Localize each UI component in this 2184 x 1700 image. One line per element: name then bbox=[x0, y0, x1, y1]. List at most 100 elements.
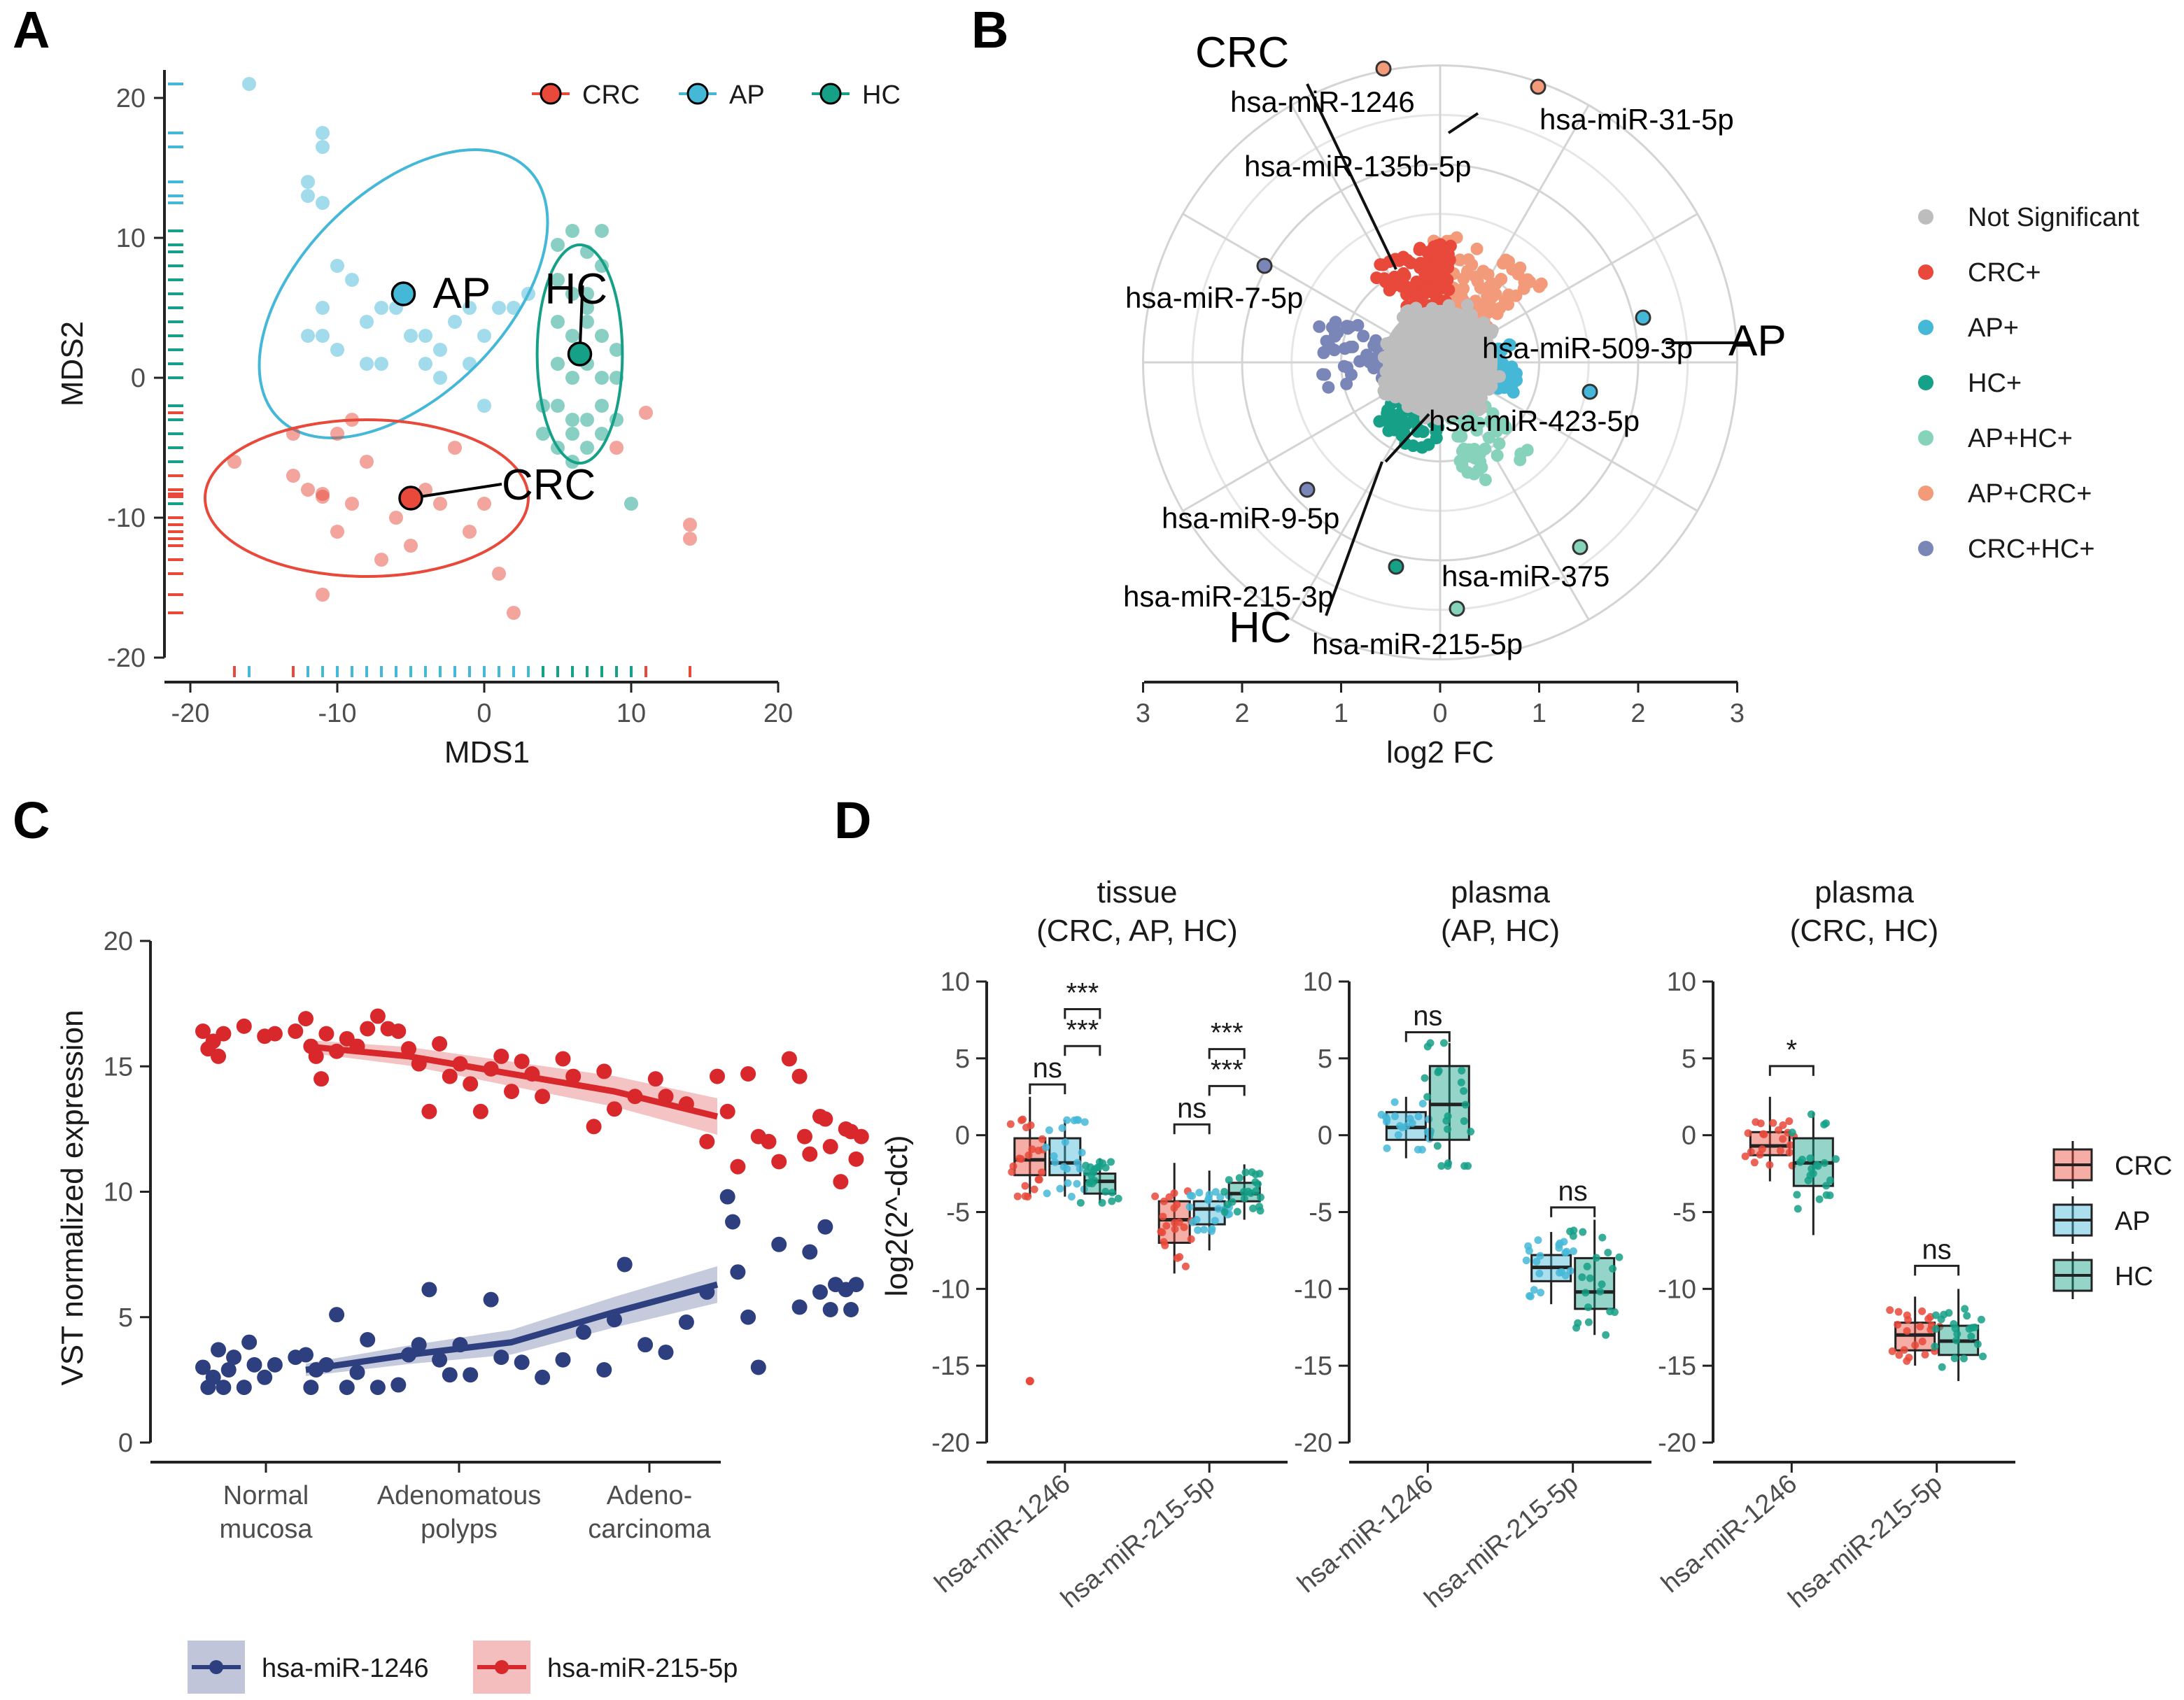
point-mir-1246 bbox=[802, 1244, 818, 1260]
facet-y-tick-label: 0 bbox=[1682, 1121, 1696, 1151]
point-mir-215-5p bbox=[298, 1011, 313, 1027]
jitter-point-hc bbox=[1963, 1312, 1971, 1320]
jitter-point-crc bbox=[1756, 1151, 1764, 1159]
jitter-point-crc bbox=[1171, 1225, 1179, 1233]
point-crc-hc bbox=[1340, 377, 1353, 390]
facet-y-tick-label: -5 bbox=[1309, 1198, 1332, 1228]
jitter-point-hc bbox=[1423, 1093, 1432, 1101]
jitter-point-crc bbox=[1021, 1182, 1029, 1190]
point-crc bbox=[1428, 240, 1441, 253]
point-hc bbox=[1430, 432, 1443, 445]
jitter-point-ap bbox=[1067, 1193, 1076, 1201]
jitter-point-hc bbox=[1822, 1119, 1830, 1128]
facet-x-tick-label: hsa-miR-1246 bbox=[929, 1469, 1076, 1599]
point-mir-1246 bbox=[195, 1359, 211, 1375]
centroid-crc bbox=[398, 486, 423, 511]
point-ap bbox=[433, 371, 447, 385]
legend-label: CRC+ bbox=[1968, 258, 2041, 288]
point-not-significant bbox=[1475, 391, 1488, 404]
legend-key-hc bbox=[819, 83, 842, 105]
mirna-label: hsa-miR-215-5p bbox=[1312, 628, 1523, 660]
jitter-point-ap bbox=[1390, 1098, 1399, 1106]
point-ap-crc bbox=[1518, 276, 1531, 289]
point-ap bbox=[404, 329, 418, 343]
jitter-point-crc bbox=[1015, 1154, 1024, 1163]
point-ap bbox=[463, 301, 477, 315]
point-ap bbox=[507, 301, 521, 315]
jitter-point-crc bbox=[1911, 1341, 1919, 1350]
point-mir-215-5p bbox=[740, 1066, 756, 1082]
facet-2: plasma (CRC, HC) 10 5 0 -5 -10 -15 -20 hsa-miR-12… bbox=[1656, 875, 2015, 1614]
significance-label: ns bbox=[1177, 1093, 1206, 1124]
point-mir-215-5p bbox=[369, 1008, 386, 1024]
jitter-point-hc bbox=[1108, 1189, 1116, 1197]
panel-label-b: B bbox=[971, 1, 1008, 59]
jitter-point-ap bbox=[1185, 1203, 1194, 1211]
legend-label: CRC+HC+ bbox=[1968, 534, 2095, 564]
jitter-point-ap bbox=[1058, 1124, 1066, 1132]
point-not-significant bbox=[1377, 375, 1390, 388]
panel-c-category-label: Adenomatous bbox=[377, 1481, 542, 1510]
significance-label: ns bbox=[1922, 1234, 1952, 1265]
significance-label: *** bbox=[1211, 1054, 1244, 1085]
panel-a-mds-plot: AP HC CRC -20 -10 0 10 20 20 10 0 -10 -20 MDS1 MDS2… bbox=[55, 70, 901, 770]
point-not-significant bbox=[1380, 337, 1393, 350]
highlighted-mirna-point bbox=[1635, 309, 1651, 326]
point-mir-1246 bbox=[257, 1369, 273, 1385]
point-crc bbox=[1414, 241, 1427, 255]
significance-bracket bbox=[1768, 1065, 1815, 1076]
facet-y-tick-label: -5 bbox=[946, 1198, 970, 1228]
facet-y-tick-label: 5 bbox=[1318, 1044, 1332, 1074]
outlier-point bbox=[1025, 1377, 1034, 1386]
legend-dot bbox=[209, 1660, 223, 1674]
point-ap bbox=[301, 175, 315, 189]
point-mir-1246 bbox=[575, 1324, 591, 1340]
point-mir-1246 bbox=[329, 1307, 345, 1323]
jitter-point-ap bbox=[1569, 1247, 1577, 1256]
panel-c-legend: hsa-miR-1246 hsa-miR-215-5p bbox=[188, 1641, 738, 1694]
jitter-point-hc bbox=[1442, 1117, 1451, 1125]
point-mir-215-5p bbox=[802, 1146, 818, 1162]
point-ap bbox=[345, 273, 359, 287]
jitter-point-hc bbox=[1578, 1273, 1586, 1282]
legend-label: Not Significant bbox=[1968, 203, 2139, 232]
point-mir-1246 bbox=[817, 1219, 833, 1235]
legend-label-hc: HC bbox=[862, 80, 901, 110]
significance-label: *** bbox=[1211, 1018, 1244, 1049]
point-hc bbox=[565, 287, 579, 301]
jitter-point-crc bbox=[1027, 1121, 1035, 1130]
point-mir-1246 bbox=[843, 1301, 859, 1317]
significance-label: ns bbox=[1558, 1176, 1588, 1207]
jitter-point-crc bbox=[1921, 1350, 1929, 1359]
point-mir-1246 bbox=[303, 1380, 319, 1396]
point-crc-hc bbox=[1328, 325, 1341, 339]
jitter-point-crc bbox=[1903, 1311, 1911, 1319]
point-mir-1246 bbox=[216, 1380, 232, 1396]
panel-d-facets: tissue (CRC, AP, HC) 10 5 0 -5 -10 -15 -20 hsa-mi… bbox=[929, 875, 2015, 1614]
jitter-point-ap bbox=[1533, 1257, 1541, 1266]
jitter-point-hc bbox=[1931, 1311, 1940, 1319]
facet-y-tick-label: 0 bbox=[955, 1121, 970, 1151]
point-crc bbox=[1370, 271, 1383, 285]
point-hc bbox=[610, 343, 624, 357]
panel-c-y-tick-label: 5 bbox=[118, 1303, 133, 1333]
point-mir-1246 bbox=[740, 1309, 756, 1325]
jitter-point-hc bbox=[1220, 1208, 1229, 1217]
point-mir-215-5p bbox=[472, 1103, 488, 1119]
significance-bracket bbox=[1404, 1030, 1451, 1042]
facet-y-tick-label: -20 bbox=[931, 1429, 970, 1458]
point-hc bbox=[1416, 441, 1429, 454]
point-mir-1246 bbox=[637, 1337, 654, 1353]
jitter-point-ap bbox=[1056, 1184, 1064, 1193]
panel-c-y-tick-label: 10 bbox=[104, 1178, 133, 1207]
jitter-point-ap bbox=[1383, 1117, 1391, 1126]
point-mir-1246 bbox=[421, 1282, 437, 1298]
point-ap bbox=[301, 329, 315, 343]
jitter-point-ap bbox=[1194, 1226, 1202, 1234]
point-crc bbox=[610, 441, 624, 455]
point-mir-215-5p bbox=[504, 1084, 519, 1100]
point-mir-215-5p bbox=[236, 1018, 252, 1034]
legend-key bbox=[1918, 541, 1933, 556]
point-hc bbox=[1400, 416, 1414, 430]
jitter-point-crc bbox=[1159, 1212, 1167, 1221]
